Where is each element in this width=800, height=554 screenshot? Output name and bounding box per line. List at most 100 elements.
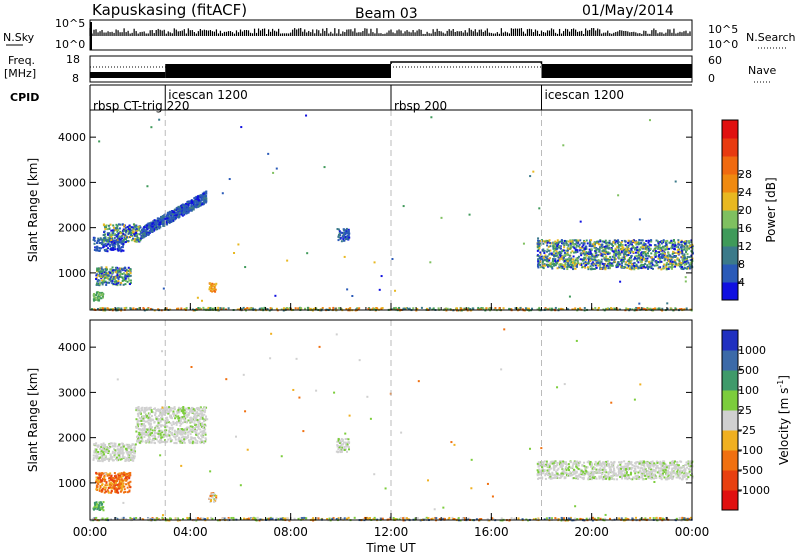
data-cell [188,208,191,211]
data-cell [667,267,670,270]
data-cell [610,258,613,261]
data-cell [110,280,113,283]
data-cell [602,240,605,243]
data-cell [97,279,100,282]
data-cell [185,414,188,417]
data-cell [498,307,501,310]
data-cell [166,440,169,443]
data-cell [181,416,184,419]
data-cell [550,307,553,310]
data-cell [98,291,101,294]
data-cell [151,228,154,231]
data-cell [321,307,324,310]
data-cell [540,255,543,258]
data-cell [567,262,570,265]
data-cell [532,170,535,173]
data-cell [189,441,192,444]
data-cell [560,263,563,266]
data-cell [128,283,131,286]
data-cell [654,255,657,258]
data-cell [181,214,184,217]
data-cell [114,276,117,279]
data-cell [170,220,173,223]
data-cell [151,226,154,229]
data-cell [546,250,549,253]
data-cell [166,408,169,411]
data-cell [690,241,693,244]
data-cell [357,308,360,311]
data-cell [539,266,542,269]
data-cell [129,452,132,455]
power-ylabel: Slant Range [km] [26,158,40,262]
data-cell [184,206,187,209]
data-cell [201,423,204,426]
data-cell [644,262,647,265]
data-cell [201,415,204,418]
data-cell [100,272,103,275]
data-cell [550,253,553,256]
data-cell [120,242,123,245]
data-cell [105,457,108,460]
data-cell [104,276,107,279]
data-cell [644,252,647,255]
data-cell [98,299,101,302]
data-cell [641,251,644,254]
data-cell [662,241,665,244]
data-cell [155,409,158,412]
data-cell [142,429,145,432]
data-cell [211,290,214,293]
data-cell [127,266,130,269]
data-cell [107,486,110,489]
data-cell [111,269,114,272]
data-cell [118,478,121,481]
data-cell [631,264,634,267]
data-cell [680,240,683,243]
data-cell [136,423,139,426]
data-cell [104,227,107,230]
data-cell [106,474,109,477]
data-cell [129,480,132,483]
data-cell [183,430,186,433]
data-cell [636,259,639,262]
data-cell [181,408,184,411]
data-cell [537,244,540,247]
data-cell [575,265,578,268]
data-cell [648,248,651,251]
data-cell [114,240,117,243]
data-cell [629,261,632,264]
data-cell [328,307,331,310]
data-cell [645,259,648,262]
data-cell [662,246,665,249]
data-cell [566,258,569,261]
data-cell [119,458,122,461]
data-cell [193,410,196,413]
data-cell [559,247,562,250]
data-cell [603,264,606,267]
data-cell [541,259,544,262]
data-cell [146,428,149,431]
data-cell [123,241,126,244]
data-cell [107,450,110,453]
data-cell [604,247,607,250]
data-cell [173,412,176,415]
data-cell [678,243,681,246]
data-cell [103,486,106,489]
data-cell [152,228,155,231]
data-cell [110,270,113,273]
data-cell [194,408,197,411]
data-cell [127,457,130,460]
data-cell [178,438,181,441]
data-cell [634,251,637,254]
data-cell [111,452,114,455]
data-cell [104,488,107,491]
data-cell [601,250,604,253]
data-cell [587,260,590,263]
data-cell [593,243,596,246]
data-cell [130,447,133,450]
data-cell [564,249,567,252]
data-cell [558,263,561,266]
data-cell [160,429,163,432]
data-cell [181,433,184,436]
data-cell [99,270,102,273]
data-cell [459,307,462,310]
